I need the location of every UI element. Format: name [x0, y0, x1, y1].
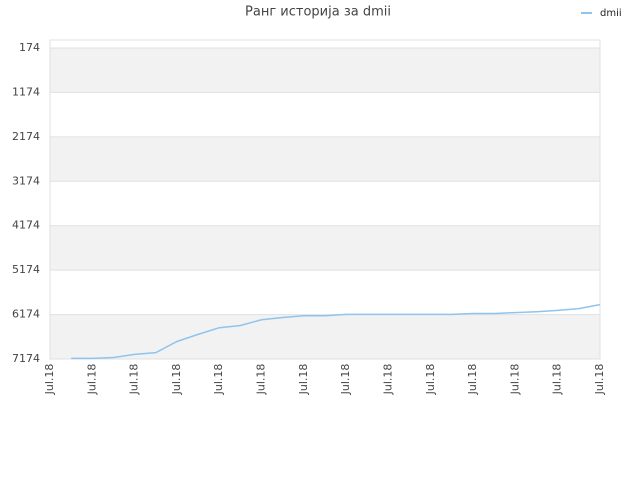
y-tick-label: 6174 [12, 308, 40, 321]
y-tick-label: 174 [19, 41, 40, 54]
x-tick-label: Jul.18 [551, 364, 564, 396]
band [50, 225, 600, 271]
band [50, 40, 600, 48]
x-tick-label: Jul.18 [297, 364, 310, 396]
x-tick-label: Jul.18 [593, 364, 606, 396]
legend-label: dmii [600, 8, 622, 19]
band [50, 181, 600, 226]
y-tick-label: 7174 [12, 352, 40, 365]
chart-title: Ранг историја за dmii [245, 5, 391, 20]
band [50, 47, 600, 93]
x-tick-label: Jul.18 [466, 364, 479, 396]
x-tick-label: Jul.18 [255, 364, 268, 396]
x-tick-label: Jul.18 [508, 364, 521, 396]
x-tick-label: Jul.18 [381, 364, 394, 396]
x-tick-label: Jul.18 [424, 364, 437, 396]
x-tick-label: Jul.18 [170, 364, 183, 396]
band [50, 314, 600, 359]
line [71, 303, 601, 360]
band [50, 136, 600, 182]
y-tick-label: 3174 [12, 174, 40, 187]
x-tick-label: Jul.18 [212, 364, 225, 396]
y-tick-label: 4174 [12, 219, 40, 232]
band [50, 92, 600, 137]
band [50, 270, 600, 315]
x-tick-label: Jul.18 [128, 364, 141, 396]
y-tick-label: 1174 [12, 85, 40, 98]
y-tick-label: 2174 [12, 130, 40, 143]
x-tick-label: Jul.18 [339, 364, 352, 396]
x-tick-label: Jul.18 [85, 364, 98, 396]
x-tick-label: Jul.18 [43, 364, 56, 396]
y-tick-label: 5174 [12, 263, 40, 276]
